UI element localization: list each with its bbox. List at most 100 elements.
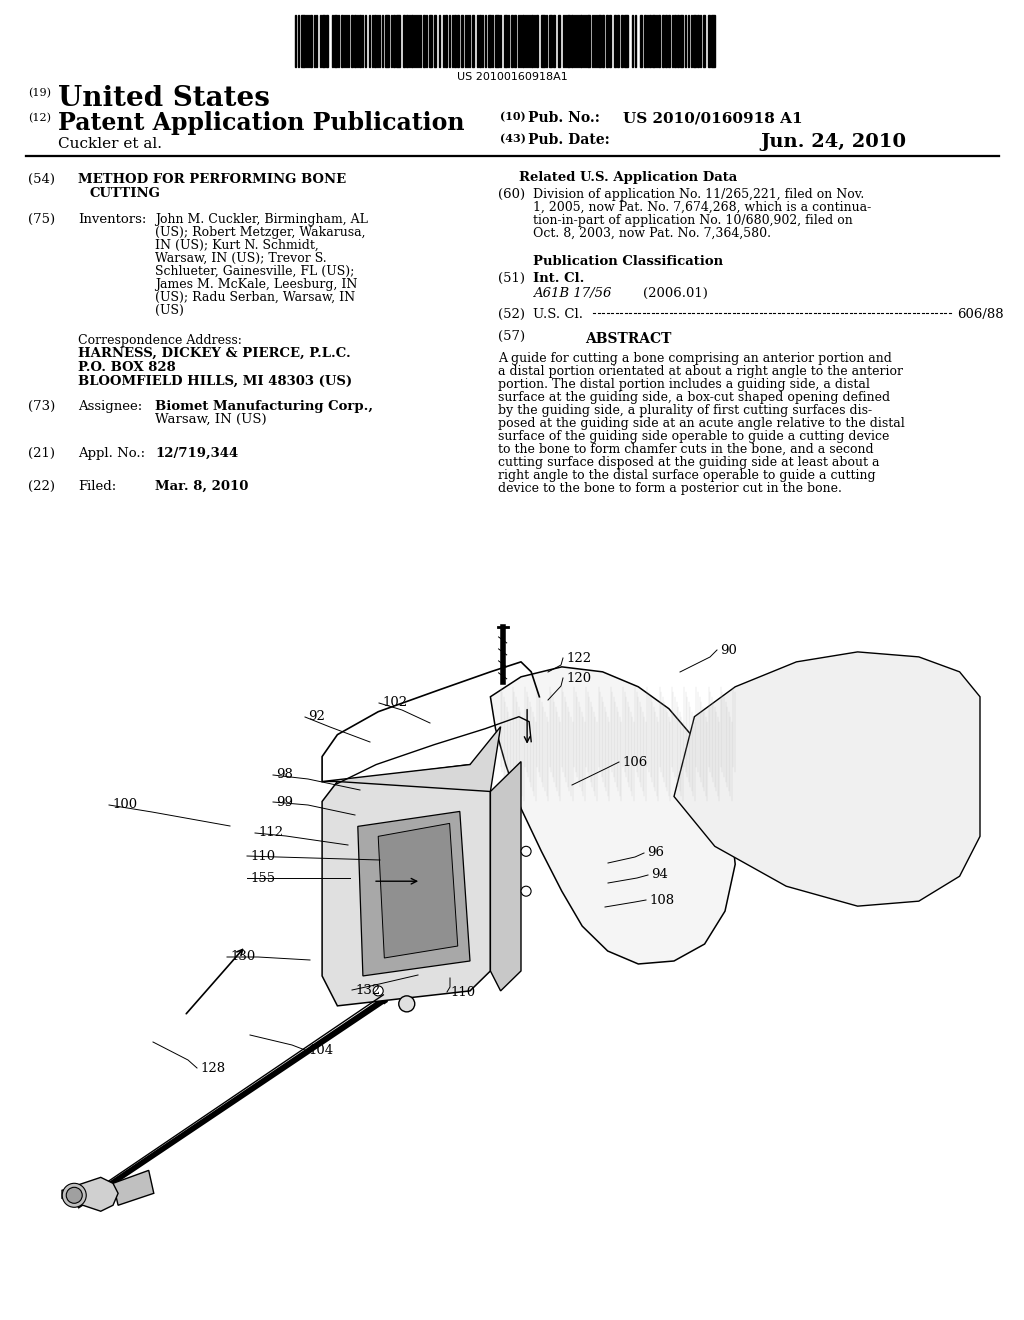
Bar bbox=[504, 15, 507, 67]
Bar bbox=[359, 15, 361, 67]
Text: 98: 98 bbox=[276, 768, 293, 781]
Text: (51): (51) bbox=[498, 272, 525, 285]
Circle shape bbox=[67, 1187, 82, 1204]
Bar bbox=[326, 15, 328, 67]
Bar bbox=[658, 15, 660, 67]
Bar bbox=[640, 15, 642, 67]
Bar bbox=[411, 15, 413, 67]
Text: CUTTING: CUTTING bbox=[90, 187, 161, 201]
Text: 99: 99 bbox=[276, 796, 293, 808]
Text: 132: 132 bbox=[355, 983, 380, 997]
Polygon shape bbox=[490, 762, 521, 991]
Text: James M. McKale, Leesburg, IN: James M. McKale, Leesburg, IN bbox=[155, 279, 357, 290]
Text: (10): (10) bbox=[500, 111, 525, 121]
Text: 106: 106 bbox=[622, 755, 647, 768]
Text: Pub. Date:: Pub. Date: bbox=[528, 133, 609, 147]
Bar bbox=[488, 15, 490, 67]
Bar bbox=[445, 15, 447, 67]
Text: 96: 96 bbox=[647, 846, 664, 859]
Bar bbox=[429, 15, 432, 67]
Bar bbox=[680, 15, 683, 67]
Bar bbox=[549, 15, 552, 67]
Text: Schlueter, Gainesville, FL (US);: Schlueter, Gainesville, FL (US); bbox=[155, 265, 354, 279]
Bar bbox=[374, 15, 376, 67]
Text: surface at the guiding side, a box-cut shaped opening defined: surface at the guiding side, a box-cut s… bbox=[498, 391, 890, 404]
Bar bbox=[457, 15, 459, 67]
Text: P.O. BOX 828: P.O. BOX 828 bbox=[78, 360, 176, 374]
Text: US 20100160918A1: US 20100160918A1 bbox=[457, 73, 567, 82]
Text: Patent Application Publication: Patent Application Publication bbox=[58, 111, 465, 135]
Text: tion-in-part of application No. 10/680,902, filed on: tion-in-part of application No. 10/680,9… bbox=[534, 214, 853, 227]
Text: 90: 90 bbox=[720, 644, 737, 656]
Text: Jun. 24, 2010: Jun. 24, 2010 bbox=[760, 133, 906, 150]
Bar bbox=[301, 15, 305, 67]
Bar bbox=[385, 15, 389, 67]
Polygon shape bbox=[323, 727, 501, 792]
Text: A guide for cutting a bone comprising an anterior portion and: A guide for cutting a bone comprising an… bbox=[498, 352, 892, 366]
Text: (60): (60) bbox=[498, 187, 525, 201]
Bar bbox=[310, 15, 312, 67]
Bar bbox=[511, 15, 513, 67]
Bar bbox=[624, 15, 628, 67]
Text: Pub. No.:: Pub. No.: bbox=[528, 111, 600, 125]
Text: U.S. Cl.: U.S. Cl. bbox=[534, 308, 583, 321]
Text: (US); Radu Serban, Warsaw, IN: (US); Radu Serban, Warsaw, IN bbox=[155, 290, 355, 304]
Text: 102: 102 bbox=[382, 697, 408, 710]
Text: METHOD FOR PERFORMING BONE: METHOD FOR PERFORMING BONE bbox=[78, 173, 346, 186]
Text: Assignee:: Assignee: bbox=[78, 400, 142, 413]
Bar bbox=[571, 15, 573, 67]
Text: cutting surface disposed at the guiding side at least about a: cutting surface disposed at the guiding … bbox=[498, 455, 880, 469]
Bar bbox=[522, 15, 524, 67]
Circle shape bbox=[398, 995, 415, 1012]
Text: right angle to the distal surface operable to guide a cutting: right angle to the distal surface operab… bbox=[498, 469, 876, 482]
Bar bbox=[711, 15, 715, 67]
Text: 12/719,344: 12/719,344 bbox=[155, 447, 239, 459]
Bar bbox=[697, 15, 699, 67]
Text: to the bone to form chamfer cuts in the bone, and a second: to the bone to form chamfer cuts in the … bbox=[498, 444, 873, 455]
Text: (57): (57) bbox=[498, 330, 525, 343]
Text: Inventors:: Inventors: bbox=[78, 213, 146, 226]
Text: A61B 17/56: A61B 17/56 bbox=[534, 286, 611, 300]
Text: Int. Cl.: Int. Cl. bbox=[534, 272, 585, 285]
Text: posed at the guiding side at an acute angle relative to the distal: posed at the guiding side at an acute an… bbox=[498, 417, 905, 430]
Text: Division of application No. 11/265,221, filed on Nov.: Division of application No. 11/265,221, … bbox=[534, 187, 864, 201]
Bar bbox=[621, 15, 623, 67]
Text: 100: 100 bbox=[112, 799, 137, 812]
Text: Publication Classification: Publication Classification bbox=[532, 255, 723, 268]
Bar bbox=[693, 15, 696, 67]
Bar bbox=[434, 15, 436, 67]
Circle shape bbox=[521, 846, 531, 857]
Text: (22): (22) bbox=[28, 480, 55, 492]
Bar bbox=[531, 15, 534, 67]
Bar bbox=[587, 15, 590, 67]
Text: 606/88: 606/88 bbox=[957, 308, 1004, 321]
Text: (52): (52) bbox=[498, 308, 525, 321]
Bar bbox=[614, 15, 616, 67]
Text: 110: 110 bbox=[450, 986, 475, 998]
Text: (73): (73) bbox=[28, 400, 55, 413]
Text: (21): (21) bbox=[28, 447, 55, 459]
Text: Mar. 8, 2010: Mar. 8, 2010 bbox=[155, 480, 249, 492]
Bar bbox=[606, 15, 608, 67]
Text: (2006.01): (2006.01) bbox=[643, 286, 708, 300]
Text: IN (US); Kurt N. Schmidt,: IN (US); Kurt N. Schmidt, bbox=[155, 239, 318, 252]
Text: (US); Robert Metzger, Wakarusa,: (US); Robert Metzger, Wakarusa, bbox=[155, 226, 366, 239]
Bar bbox=[708, 15, 710, 67]
Bar bbox=[567, 15, 570, 67]
Text: Biomet Manufacturing Corp.,: Biomet Manufacturing Corp., bbox=[155, 400, 373, 413]
Text: (75): (75) bbox=[28, 213, 55, 226]
Text: 120: 120 bbox=[566, 672, 591, 685]
Polygon shape bbox=[378, 824, 458, 958]
Bar bbox=[423, 15, 425, 67]
Bar bbox=[662, 15, 664, 67]
Bar bbox=[609, 15, 611, 67]
Circle shape bbox=[521, 886, 531, 896]
Bar bbox=[674, 15, 676, 67]
Text: portion. The distal portion includes a guiding side, a distal: portion. The distal portion includes a g… bbox=[498, 378, 869, 391]
Polygon shape bbox=[674, 652, 980, 906]
Text: (12): (12) bbox=[28, 114, 51, 123]
Text: Correspondence Address:: Correspondence Address: bbox=[78, 334, 242, 347]
Bar bbox=[454, 15, 456, 67]
Bar bbox=[536, 15, 538, 67]
Text: John M. Cuckler, Birmingham, AL: John M. Cuckler, Birmingham, AL bbox=[155, 213, 368, 226]
